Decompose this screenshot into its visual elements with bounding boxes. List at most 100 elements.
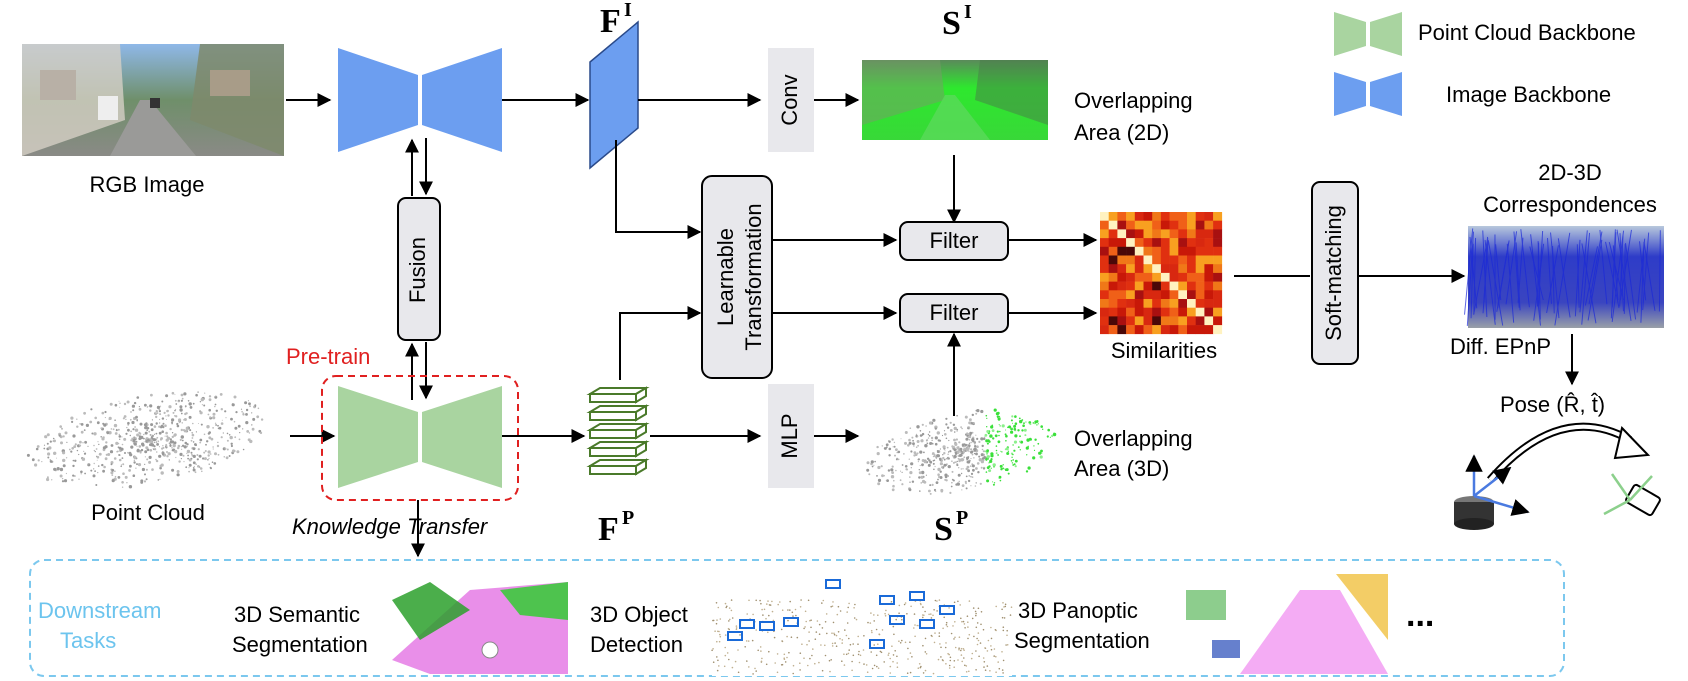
similarity-cell <box>1117 325 1127 335</box>
similarity-cell <box>1152 307 1162 317</box>
similarity-cell <box>1100 272 1109 282</box>
similarity-cell <box>1160 229 1170 239</box>
conv-label: Conv <box>777 74 802 125</box>
similarity-cell <box>1187 299 1196 308</box>
similarity-cell <box>1195 255 1205 265</box>
similarity-cell <box>1117 220 1127 230</box>
soft-matching-label: Soft-matching <box>1321 205 1346 341</box>
similarity-cell <box>1204 316 1214 326</box>
similarity-cell <box>1169 246 1179 256</box>
similarity-cell <box>1160 281 1170 291</box>
similarity-cell <box>1117 299 1127 308</box>
similarity-cell <box>1108 229 1118 239</box>
similarity-cell <box>1100 238 1109 248</box>
similarity-cell <box>1160 238 1170 248</box>
similarity-cell <box>1152 272 1162 282</box>
similarity-cell <box>1160 212 1170 221</box>
similarity-cell <box>1152 212 1162 221</box>
soft-matching-box <box>1311 181 1359 365</box>
similarity-cell <box>1160 255 1170 265</box>
point-cloud-label: Point Cloud <box>91 500 205 525</box>
similarity-cell <box>1213 238 1223 248</box>
similarity-cell <box>1152 229 1162 239</box>
similarity-cell <box>1126 246 1136 256</box>
rgb-image-label: RGB Image <box>90 172 205 197</box>
similarity-cell <box>1204 246 1214 256</box>
downstream-title-line1: Downstream <box>38 598 161 623</box>
similarity-cell <box>1143 212 1153 221</box>
similarity-cell <box>1187 264 1196 274</box>
score-image-sup: I <box>964 1 972 23</box>
similarity-cell <box>1134 229 1144 239</box>
similarity-cell <box>1152 281 1162 291</box>
similarity-cell <box>1100 220 1109 230</box>
semantic-seg-line2: Segmentation <box>232 632 368 657</box>
similarity-cell <box>1108 316 1118 326</box>
similarity-cell <box>1108 281 1118 291</box>
similarity-cell <box>1195 307 1205 317</box>
panoptic-line2: Segmentation <box>1014 628 1150 653</box>
similarity-cell <box>1117 229 1127 239</box>
mlp-label: MLP <box>777 413 802 458</box>
similarity-cell <box>1178 264 1188 274</box>
similarity-cell <box>1169 325 1179 335</box>
detection-line1: 3D Object <box>590 602 688 627</box>
similarity-cell <box>1204 307 1214 317</box>
semantic-seg-thumbnail <box>392 582 568 674</box>
similarity-cell <box>1117 272 1127 282</box>
downstream-title-line2: Tasks <box>60 628 116 653</box>
similarity-cell <box>1178 299 1188 308</box>
similarity-cell <box>1126 316 1136 326</box>
similarity-cell <box>1100 246 1109 256</box>
point-cloud-thumbnail <box>26 391 264 489</box>
similarity-cell <box>1160 299 1170 308</box>
similarity-cell <box>1143 299 1153 308</box>
similarity-cell <box>1169 255 1179 265</box>
overlap-2d-line2: Area (2D) <box>1074 120 1169 145</box>
similarity-cell <box>1126 272 1136 282</box>
similarity-cell <box>1178 307 1188 317</box>
score-point-symbol: S <box>934 511 953 548</box>
similarity-cell <box>1126 212 1136 221</box>
learnable-transform-line1: Learnable <box>713 228 738 326</box>
similarity-cell <box>1134 307 1144 317</box>
legend-image-backbone-icon <box>1334 72 1402 116</box>
similarity-cell <box>1195 220 1205 230</box>
similarity-cell <box>1100 307 1109 317</box>
similarity-cell <box>1117 255 1127 265</box>
image-backbone-shape <box>338 48 502 152</box>
similarity-cell <box>1169 212 1179 221</box>
similarity-cell <box>1108 264 1118 274</box>
correspondences-line2: Correspondences <box>1483 192 1657 217</box>
feature-map-image <box>589 20 639 170</box>
similarity-cell <box>1134 212 1144 221</box>
similarity-cell <box>1100 325 1109 335</box>
feature-map-point <box>586 386 650 476</box>
similarity-cell <box>1108 299 1118 308</box>
similarity-cell <box>1178 281 1188 291</box>
similarity-cell <box>1169 307 1179 317</box>
similarity-cell <box>1169 238 1179 248</box>
similarity-cell <box>1195 325 1205 335</box>
similarity-cell <box>1108 272 1118 282</box>
diff-epnp-label: Diff. EPnP <box>1450 334 1551 359</box>
lidar-sensor-icon <box>1454 454 1530 530</box>
similarity-cell <box>1117 281 1127 291</box>
similarity-cell <box>1204 325 1214 335</box>
similarity-cell <box>1152 325 1162 335</box>
similarity-cell <box>1187 255 1196 265</box>
similarity-cell <box>1169 264 1179 274</box>
similarity-cell <box>1100 290 1109 300</box>
similarity-cell <box>1187 272 1196 282</box>
rgb-image-thumbnail <box>22 44 284 156</box>
similarity-cell <box>1134 325 1144 335</box>
similarity-cell <box>1152 264 1162 274</box>
similarity-cell <box>1100 212 1109 221</box>
similarity-cell <box>1117 264 1127 274</box>
similarity-cell <box>1187 229 1196 239</box>
similarity-cell <box>1117 290 1127 300</box>
similarity-cell <box>1178 325 1188 335</box>
similarity-cell <box>1187 307 1196 317</box>
similarity-cell <box>1204 238 1214 248</box>
